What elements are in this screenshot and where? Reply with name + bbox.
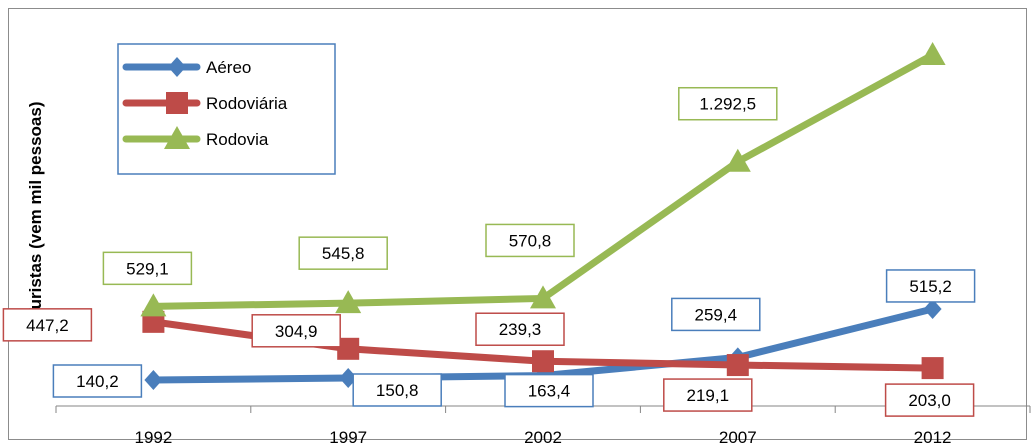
- data-label: 259,4: [695, 305, 738, 324]
- x-tick-label: 1992: [134, 428, 172, 447]
- data-label-box: [678, 86, 778, 121]
- data-label-box: [102, 251, 193, 286]
- data-label-box: [52, 364, 143, 398]
- data-label: 304,9: [275, 322, 318, 341]
- x-tick-label: 2002: [524, 428, 562, 447]
- data-label: 140,2: [76, 372, 119, 391]
- data-label: 203,0: [908, 391, 951, 410]
- legend-marker: [164, 126, 190, 149]
- data-label: 545,8: [322, 244, 365, 263]
- data-point-marker: [726, 354, 749, 377]
- data-label: 529,1: [126, 259, 169, 278]
- data-label-box: [671, 297, 761, 332]
- data-point-marker: [335, 290, 362, 314]
- data-label-box: [884, 383, 975, 417]
- data-label-box: [504, 373, 594, 408]
- data-label-box: [2, 308, 93, 342]
- data-point-marker: [144, 370, 163, 390]
- data-label: 570,8: [509, 231, 552, 250]
- data-label-box: [352, 373, 442, 407]
- data-point-marker: [530, 285, 556, 309]
- data-point-marker: [532, 350, 554, 373]
- data-point-marker: [923, 298, 942, 319]
- data-label: 1.292,5: [699, 95, 756, 114]
- data-point-marker: [142, 310, 165, 333]
- x-tick-label: 2012: [914, 428, 952, 447]
- data-label: 150,8: [376, 381, 419, 400]
- legend-marker: [166, 92, 188, 114]
- data-label: 239,3: [499, 320, 542, 339]
- data-label: 447,2: [26, 316, 69, 335]
- x-tick-label: 2007: [719, 428, 757, 447]
- data-label-box: [298, 236, 388, 270]
- data-point-marker: [337, 337, 360, 360]
- data-point-marker: [724, 148, 751, 172]
- data-label-box: [485, 223, 575, 258]
- data-label-box: [475, 312, 565, 346]
- legend-label: Aéreo: [206, 58, 251, 77]
- data-point-marker: [921, 357, 944, 380]
- legend-label: Rodovia: [206, 130, 269, 149]
- y-axis-title: Turistas (vem mil pessoas): [26, 102, 45, 319]
- x-tick-label: 1997: [329, 428, 367, 447]
- data-label: 163,4: [528, 382, 571, 401]
- data-label: 515,2: [909, 277, 952, 296]
- data-label-box: [663, 378, 753, 412]
- data-point-marker: [919, 42, 946, 65]
- data-label: 219,1: [687, 386, 730, 405]
- data-point-marker: [140, 293, 167, 317]
- legend-label: Rodoviária: [206, 94, 288, 113]
- legend-marker: [168, 57, 186, 77]
- data-label-box: [251, 314, 341, 348]
- data-label-box: [885, 269, 976, 303]
